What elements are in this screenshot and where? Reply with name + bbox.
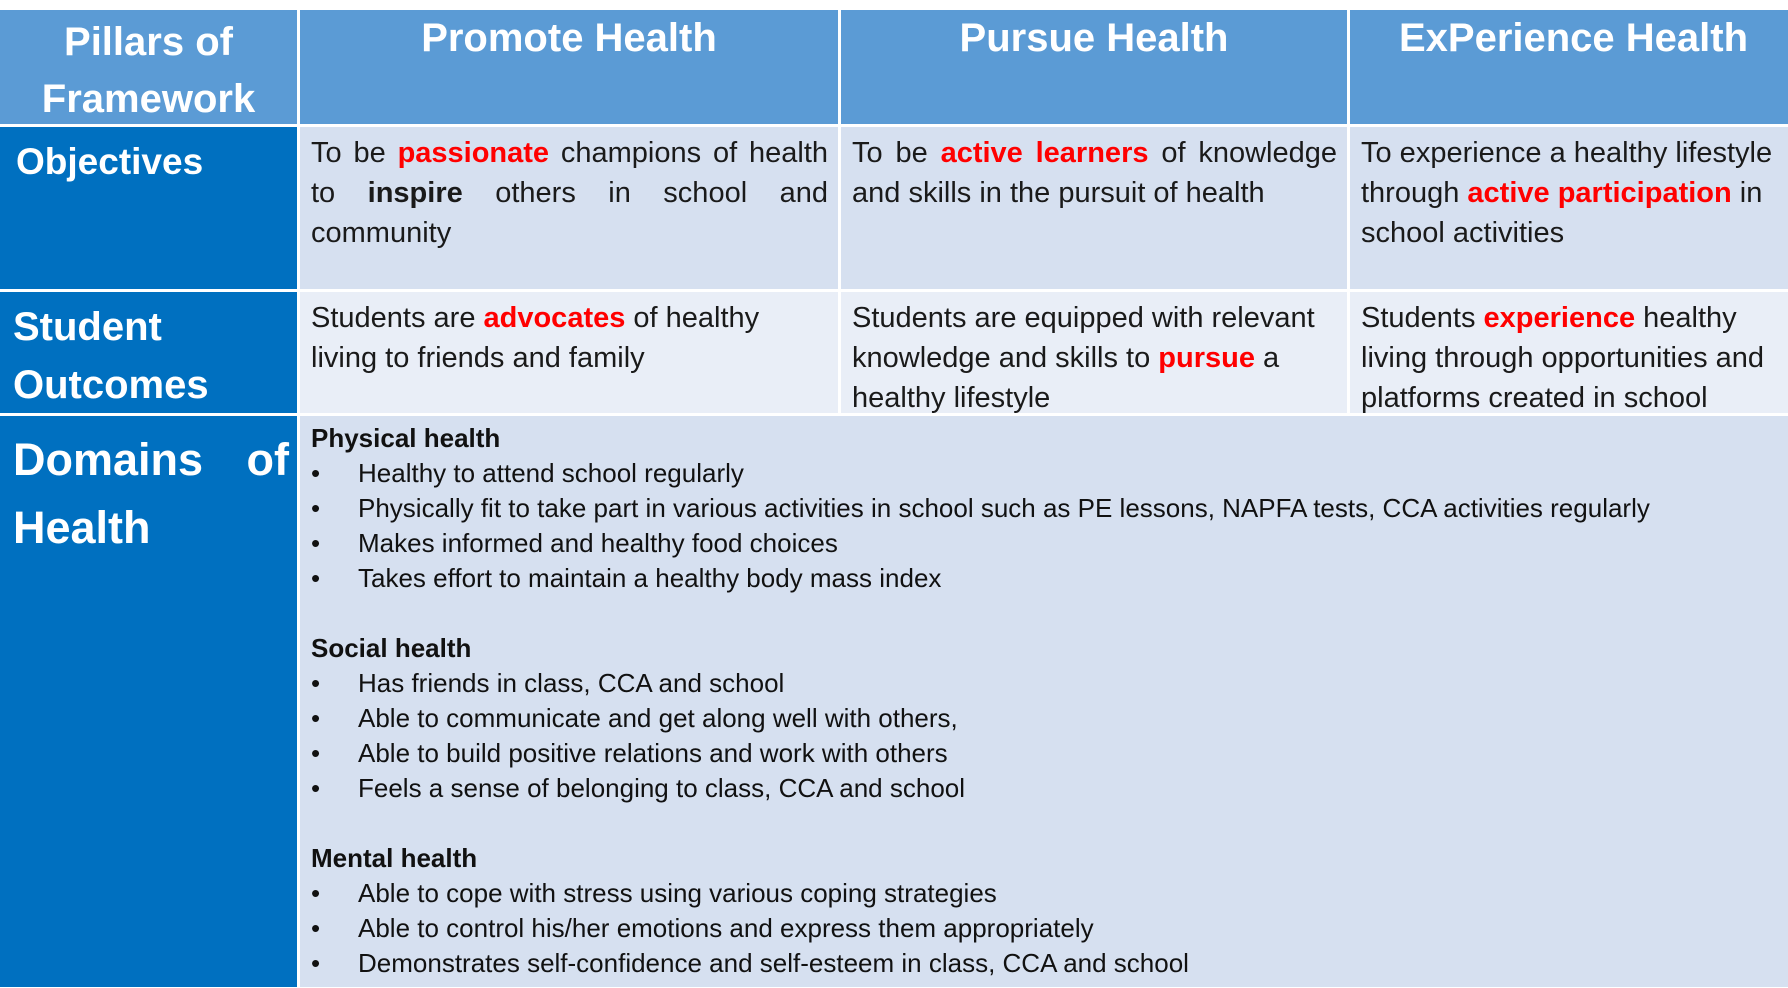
list-item-text: Healthy to attend school regularly xyxy=(358,458,744,488)
outcome-pursue: Students are equipped with relevant know… xyxy=(841,292,1347,413)
outcome-experience-highlight: experience xyxy=(1483,302,1636,334)
objective-pursue-pre: To be xyxy=(852,137,941,169)
outcome-pursue-post: a healthy lifestyle xyxy=(852,342,1280,413)
list-item: • Able to communicate and get along well … xyxy=(311,701,1788,736)
domain-section-physical: Physical health • Healthy to attend schoo… xyxy=(311,421,1788,596)
header-pillars-text: Pillars of Framework xyxy=(41,20,256,121)
row-head-domains-of-health: Domains of Health xyxy=(0,416,297,987)
objective-promote-pre: To be xyxy=(311,137,398,169)
objective-experience-pre: To experience a healthy lifestyle throug… xyxy=(1361,137,1773,209)
list-item-text: Able to build positive relations and wor… xyxy=(358,738,948,768)
list-item-text: Takes effort to maintain a healthy body … xyxy=(358,563,942,593)
objective-promote-mid: champions of health to xyxy=(311,137,829,209)
domain-title: Physical health xyxy=(311,423,501,453)
outcome-pursue-highlight: pursue xyxy=(1158,342,1255,374)
domains-label: Domains of Health xyxy=(13,434,289,553)
row-head-objectives: Objectives xyxy=(0,127,297,289)
list-item-text: Demonstrates self-confidence and self-es… xyxy=(358,948,1189,978)
framework-table: Pillars of Framework Promote Health Purs… xyxy=(0,10,1788,987)
header-promote-text: Promote Health xyxy=(421,16,717,60)
bullet-icon: • xyxy=(311,668,321,698)
bullet-icon: • xyxy=(311,773,321,803)
objective-promote: To be passionate champions of health to … xyxy=(300,127,838,289)
list-item-text: Able to cope with stress using various c… xyxy=(358,878,997,908)
outcome-promote: Students are advocates of healthy living… xyxy=(300,292,838,413)
outcome-pursue-pre: Students are equipped with relevant know… xyxy=(852,302,1315,374)
bullet-icon: • xyxy=(311,948,321,978)
bullet-icon: • xyxy=(311,563,321,593)
outcome-promote-pre: Students are xyxy=(311,302,484,334)
bullet-icon: • xyxy=(311,493,321,523)
framework-table-wrapper: Pillars of Framework Promote Health Purs… xyxy=(0,10,1788,988)
bullet-icon: • xyxy=(311,878,321,908)
bullet-icon: • xyxy=(311,738,321,768)
list-item-text: Has friends in class, CCA and school xyxy=(358,668,785,698)
list-item-text: Able to communicate and get along well w… xyxy=(358,703,958,733)
list-item-text: Makes informed and healthy food choices xyxy=(358,528,838,558)
domain-section-social: Social health • Has friends in class, CCA… xyxy=(311,631,1788,806)
domain-section-mental: Mental health • Able to cope with stress … xyxy=(311,841,1788,981)
objective-experience-post: in school activities xyxy=(1361,177,1763,249)
header-experience-health: ExPerience Health xyxy=(1350,10,1788,124)
list-item: • Healthy to attend school regularly xyxy=(311,456,1788,491)
objective-promote-bold: inspire xyxy=(367,177,463,209)
objective-experience-highlight: active participation xyxy=(1467,177,1732,209)
list-item: • Takes effort to maintain a healthy body… xyxy=(311,561,1788,596)
objective-pursue-post: of knowledge and skills in the pursuit o… xyxy=(852,137,1337,209)
list-item-text: Able to control his/her emotions and exp… xyxy=(358,913,1094,943)
objective-experience: To experience a healthy lifestyle throug… xyxy=(1350,127,1788,289)
header-pursue-text: Pursue Health xyxy=(959,16,1229,60)
list-item: • Makes informed and healthy food choices xyxy=(311,526,1788,561)
outcome-experience-pre: Students xyxy=(1361,302,1484,334)
bullet-icon: • xyxy=(311,458,321,488)
list-item: • Able to control his/her emotions and ex… xyxy=(311,911,1788,946)
outcome-promote-post: of healthy living to friends and family xyxy=(311,302,760,374)
header-experience-text: ExPerience Health xyxy=(1398,16,1749,60)
domains-content: Physical health • Healthy to attend schoo… xyxy=(300,416,1788,987)
list-item: • Able to cope with stress using various … xyxy=(311,876,1788,911)
bullet-icon: • xyxy=(311,703,321,733)
list-item: • Physically fit to take part in various … xyxy=(311,491,1788,526)
outcomes-label: Student Outcomes xyxy=(13,305,209,407)
list-item-text: Physically fit to take part in various a… xyxy=(358,493,1650,523)
list-item: • Able to build positive relations and wo… xyxy=(311,736,1788,771)
bullet-icon: • xyxy=(311,528,321,558)
header-pursue-health: Pursue Health xyxy=(841,10,1347,124)
list-item: • Has friends in class, CCA and school xyxy=(311,666,1788,701)
bullet-icon: • xyxy=(311,913,321,943)
outcome-experience-post: healthy living through opportunities and… xyxy=(1361,302,1765,413)
objectives-label: Objectives xyxy=(16,141,204,182)
header-pillars: Pillars of Framework xyxy=(0,10,297,124)
objective-pursue-highlight: active learners xyxy=(940,137,1149,169)
list-item-text: Feels a sense of belonging to class, CCA… xyxy=(358,773,966,803)
domain-title: Mental health xyxy=(311,843,478,873)
objective-promote-highlight: passionate xyxy=(397,137,550,169)
outcome-experience: Students experience healthy living throu… xyxy=(1350,292,1788,413)
outcome-promote-highlight: advocates xyxy=(483,302,626,334)
list-item: • Feels a sense of belonging to class, CC… xyxy=(311,771,1788,806)
objective-promote-post: others in school and community xyxy=(311,177,828,249)
header-promote-health: Promote Health xyxy=(300,10,838,124)
objective-pursue: To be active learners of knowledge and s… xyxy=(841,127,1347,289)
domain-title: Social health xyxy=(311,633,472,663)
list-item: • Demonstrates self-confidence and self-e… xyxy=(311,946,1788,981)
row-head-student-outcomes: Student Outcomes xyxy=(0,292,297,413)
